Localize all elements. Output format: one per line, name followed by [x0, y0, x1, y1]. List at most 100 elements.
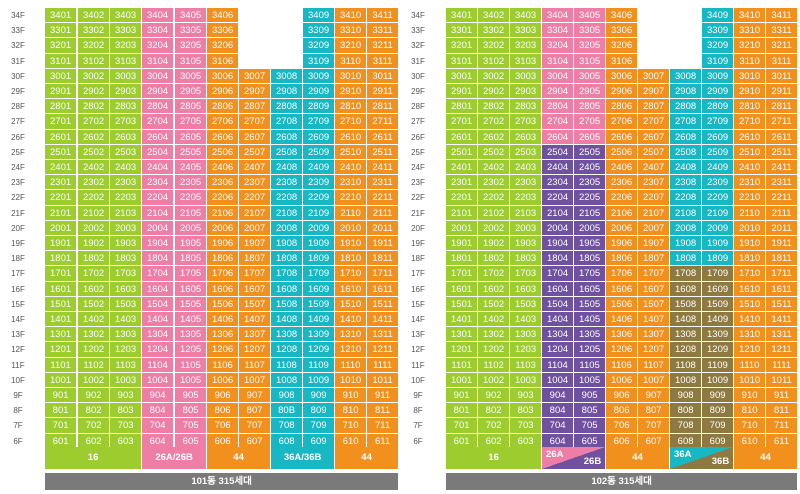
unit-cell: 905 [574, 388, 607, 404]
unit-cell: 1211 [367, 342, 400, 358]
unit-cell: 907 [239, 388, 272, 404]
legend-label: 36A/36B [283, 452, 322, 463]
unit-cell: 2503 [510, 144, 543, 160]
unit-cell: 1310 [734, 327, 767, 343]
unit-cell: 1009 [303, 372, 336, 388]
unit-cell: 2911 [367, 84, 400, 100]
unit-cell: 2105 [574, 205, 607, 221]
unit-cell: 1807 [638, 251, 671, 267]
unit-cell: 2203 [510, 190, 543, 206]
unit-cell: 810 [335, 403, 368, 419]
unit-cell: 1007 [638, 372, 671, 388]
unit-cell: 3003 [110, 68, 143, 84]
unit-cell: 2506 [207, 144, 240, 160]
unit-cell: 1308 [271, 327, 304, 343]
legend-label: 44 [233, 452, 244, 463]
unit-cell: 1911 [766, 236, 799, 252]
unit-cell: 706 [606, 418, 639, 434]
unit-cell: 2010 [335, 220, 368, 236]
unit-cell: 2110 [335, 205, 368, 221]
unit-cell: 907 [638, 388, 671, 404]
unit-cell: 2303 [510, 175, 543, 191]
unit-cell: 2210 [734, 190, 767, 206]
unit-cell: 1008 [271, 372, 304, 388]
unit-cell: 2404 [542, 160, 575, 176]
floor-label: 8F [13, 406, 23, 416]
unit-cell: 2303 [110, 175, 143, 191]
unit-cell: 1707 [638, 266, 671, 282]
unit-cell: 901 [446, 388, 479, 404]
unit-cell: 1307 [239, 327, 272, 343]
unit-cell: 1501 [45, 296, 78, 312]
unit-cell: 806 [606, 403, 639, 419]
unit-cell: 1708 [271, 266, 304, 282]
unit-cell: 2207 [239, 190, 272, 206]
unit-cell: 705 [574, 418, 607, 434]
unit-cell: 1711 [367, 266, 400, 282]
unit-cell: 2107 [638, 205, 671, 221]
unit-cell: 1410 [335, 312, 368, 328]
unit-cell: 2608 [271, 129, 304, 145]
unit-cell: 803 [110, 403, 143, 419]
unit-cell: 3305 [574, 23, 607, 39]
unit-cell: 1205 [175, 342, 208, 358]
unit-cell: 1804 [542, 251, 575, 267]
unit-cell: 3201 [45, 38, 78, 54]
unit-cell: 2404 [142, 160, 175, 176]
unit-cell: 2808 [670, 99, 703, 115]
unit-cell: 2502 [78, 144, 111, 160]
building-caption: 102동 315세대 [446, 473, 798, 490]
unit-cell: 1405 [175, 312, 208, 328]
unit-cell: 1811 [766, 251, 799, 267]
unit-cell: 3303 [510, 23, 543, 39]
unit-cell: 2501 [446, 144, 479, 160]
unit-cell: 1011 [766, 372, 799, 388]
unit-cell: 1706 [606, 266, 639, 282]
floor-label: 12F [11, 345, 25, 355]
unit-cell: 906 [606, 388, 639, 404]
unit-cell: 2211 [367, 190, 400, 206]
unit-cell: 3406 [207, 8, 240, 24]
unit-cell: 2711 [367, 114, 400, 130]
unit-cell: 2708 [670, 114, 703, 130]
unit-cell: 3203 [110, 38, 143, 54]
unit-cell: 3409 [303, 8, 336, 24]
unit-cell: 901 [45, 388, 78, 404]
unit-cell: 1710 [335, 266, 368, 282]
unit-cell: 1205 [574, 342, 607, 358]
floor-label: 27F [11, 117, 25, 127]
unit-cell: 2105 [175, 205, 208, 221]
unit-cell: 3304 [142, 23, 175, 39]
unit-cell: 1909 [303, 236, 336, 252]
unit-cell: 1601 [45, 281, 78, 297]
unit-cell: 1604 [542, 281, 575, 297]
unit-cell: 3204 [142, 38, 175, 54]
unit-cell: 3105 [175, 53, 208, 69]
unit-cell: 2310 [335, 175, 368, 191]
unit-cell: 3309 [702, 23, 735, 39]
floor-label: 11F [11, 360, 25, 370]
unit-cell: 1402 [478, 312, 511, 328]
unit-cell: 2307 [638, 175, 671, 191]
unit-cell: 1603 [110, 281, 143, 297]
unit-cell: 2406 [207, 160, 240, 176]
unit-cell: 2004 [142, 220, 175, 236]
unit-cell: 3405 [175, 8, 208, 24]
floor-label: 23F [11, 178, 25, 188]
unit-cell: 1910 [734, 236, 767, 252]
unit-cell: 1209 [702, 342, 735, 358]
unit-cell: 2111 [367, 205, 400, 221]
unit-cell: 1905 [175, 236, 208, 252]
floor-label: 15F [11, 299, 25, 309]
floor-label: 14F [411, 315, 425, 324]
unit-cell: 2001 [45, 220, 78, 236]
unit-cell: 2810 [335, 99, 368, 115]
legend-swatch: 36A 36B [670, 447, 734, 469]
unit-cell: 1601 [446, 281, 479, 297]
unit-cell: 2010 [734, 220, 767, 236]
unit-cell: 1901 [446, 236, 479, 252]
legend-label: 26B [583, 456, 602, 467]
unit-cell: 2604 [542, 129, 575, 145]
unit-cell: 1409 [303, 312, 336, 328]
unit-cell: 805 [574, 403, 607, 419]
